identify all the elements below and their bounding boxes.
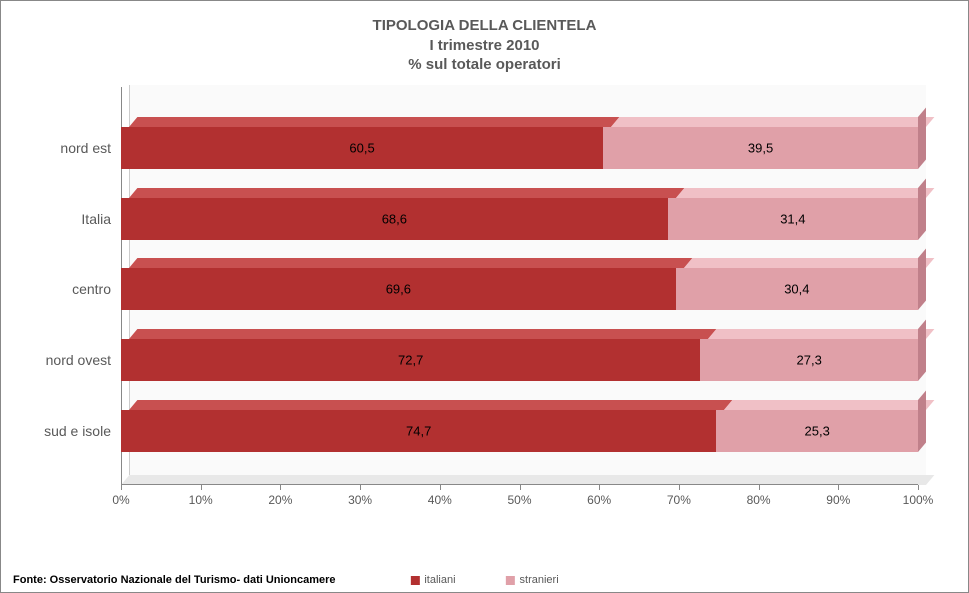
x-tick-mark [838,485,839,490]
bar: 72,7 27,3 [121,339,918,381]
bar-row: nord ovest72,727,3 [121,339,918,381]
bar-value-label: 69,6 [386,282,411,297]
bar-segment-italiani: 72,7 [121,339,700,381]
x-tick-label: 20% [268,493,292,507]
bar-top [129,188,684,198]
footer-source: Fonte: Osservatorio Nazionale del Turism… [13,574,336,586]
bar-row: sud e isole74,725,3 [121,410,918,452]
bar-value-label: 68,6 [382,211,407,226]
chart-title: TIPOLOGIA DELLA CLIENTELA I trimestre 20… [31,16,938,75]
x-tick-label: 10% [189,493,213,507]
bar-segment-stranieri: 30,4 [676,268,918,310]
bar-value-label: 60,5 [349,140,374,155]
bar-value-label: 72,7 [398,353,423,368]
x-tick-label: 40% [428,493,452,507]
category-label: Italia [26,211,111,227]
bar-segment-stranieri: 39,5 [603,127,918,169]
bar-top [129,117,620,127]
bar-side [918,249,926,311]
bar: 74,7 25,3 [121,410,918,452]
bar-segment-italiani: 68,6 [121,198,668,240]
x-tick-mark [520,485,521,490]
chart-container: TIPOLOGIA DELLA CLIENTELA I trimestre 20… [1,1,968,592]
bars-wrap: nord est60,539,5Italia68,631,4centro69,6… [121,95,918,485]
bar-row: centro69,630,4 [121,268,918,310]
legend-item-italiani: italiani [410,574,455,586]
x-tick-label: 50% [507,493,531,507]
bar-side [918,391,926,453]
bar-value-label: 31,4 [780,211,805,226]
x-ticks: 0%10%20%30%40%50%60%70%80%90%100% [121,485,918,515]
bar-segment-stranieri: 27,3 [700,339,918,381]
legend-label-italiani: italiani [424,574,455,586]
bar-side [918,320,926,382]
bar-top [708,329,934,339]
x-tick-mark [599,485,600,490]
legend-item-stranieri: stranieri [506,574,559,586]
x-tick-label: 80% [747,493,771,507]
x-tick-mark [201,485,202,490]
x-tick-mark [280,485,281,490]
title-line-2: I trimestre 2010 [31,36,938,56]
bar-top [129,329,717,339]
x-tick-label: 70% [667,493,691,507]
x-tick-label: 60% [587,493,611,507]
legend: italiani stranieri [410,574,558,586]
bar-side [918,107,926,169]
bar: 69,6 30,4 [121,268,918,310]
bar-value-label: 30,4 [784,282,809,297]
legend-swatch-stranieri [506,576,515,585]
bar-top [676,188,935,198]
bar-segment-stranieri: 25,3 [716,410,918,452]
bar-segment-italiani: 60,5 [121,127,603,169]
bar-value-label: 27,3 [797,353,822,368]
x-tick-label: 0% [112,493,129,507]
bar-row: Italia68,631,4 [121,198,918,240]
x-tick-mark [918,485,919,490]
category-label: sud e isole [26,423,111,439]
bar-segment-stranieri: 31,4 [668,198,918,240]
x-tick-label: 90% [826,493,850,507]
legend-label-stranieri: stranieri [520,574,559,586]
x-tick-mark [360,485,361,490]
bar-segment-italiani: 74,7 [121,410,716,452]
bar-value-label: 74,7 [406,424,431,439]
bar-value-label: 25,3 [805,424,830,439]
category-label: centro [26,281,111,297]
bar-value-label: 39,5 [748,140,773,155]
x-tick-label: 100% [903,493,934,507]
title-line-1: TIPOLOGIA DELLA CLIENTELA [31,16,938,36]
x-tick-mark [759,485,760,490]
bar-top [129,400,733,410]
bar-segment-italiani: 69,6 [121,268,676,310]
x-tick-mark [440,485,441,490]
category-label: nord est [26,140,111,156]
bar: 60,5 39,5 [121,127,918,169]
bar-top [724,400,934,410]
plot-area: nord est60,539,5Italia68,631,4centro69,6… [121,95,918,515]
bar: 68,6 31,4 [121,198,918,240]
x-tick-mark [679,485,680,490]
bar-top [129,258,692,268]
bar-top [684,258,935,268]
bar-top [611,117,934,127]
bar-row: nord est60,539,5 [121,127,918,169]
bar-side [918,178,926,240]
x-tick-label: 30% [348,493,372,507]
legend-swatch-italiani [410,576,419,585]
title-line-3: % sul totale operatori [31,55,938,75]
category-label: nord ovest [26,352,111,368]
x-tick-mark [121,485,122,490]
